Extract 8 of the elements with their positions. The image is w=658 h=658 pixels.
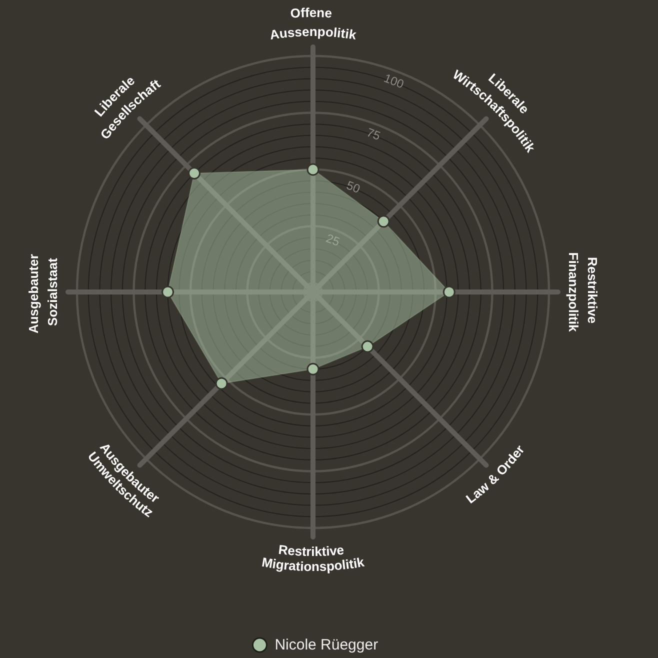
y-tick-label: 50 <box>344 178 362 196</box>
spoke-label: Ausgebauter Sozialstaat <box>26 250 60 334</box>
y-tick-label: 100 <box>382 71 406 92</box>
spoke-label: Restriktive Migrationspolitik <box>260 542 366 574</box>
spoke-label: Restriktive Finanzpolitik <box>566 252 600 332</box>
legend-label: Nicole Rüegger <box>274 636 378 654</box>
y-tick-label: 75 <box>364 125 383 144</box>
spoke-label: Offene Aussenpolitik <box>268 5 358 43</box>
